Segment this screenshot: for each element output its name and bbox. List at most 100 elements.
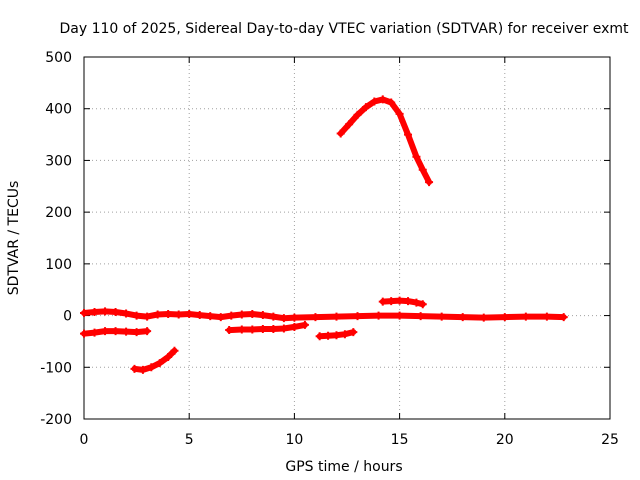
- data-point: [80, 308, 88, 317]
- data-point: [279, 314, 288, 323]
- data-point: [153, 310, 162, 319]
- y-tick-label: 0: [63, 309, 72, 325]
- data-point: [132, 328, 141, 337]
- y-tick-label: 100: [45, 257, 72, 273]
- data-point: [374, 311, 383, 320]
- data-point: [132, 311, 141, 320]
- data-point: [143, 312, 152, 321]
- data-point: [170, 346, 179, 355]
- data-point: [206, 312, 215, 321]
- data-point: [378, 297, 387, 306]
- data-point: [300, 320, 309, 329]
- data-point: [122, 309, 131, 318]
- series-track-6: [336, 95, 434, 187]
- data-point: [353, 110, 362, 119]
- x-tick-label: 10: [285, 432, 303, 448]
- y-tick-label: -100: [40, 360, 72, 376]
- data-point: [416, 312, 425, 321]
- data-point: [418, 165, 427, 174]
- data-point: [147, 363, 156, 372]
- data-point: [559, 313, 568, 322]
- data-point: [216, 313, 225, 322]
- x-axis-label: GPS time / hours: [285, 459, 402, 475]
- data-point: [370, 97, 379, 106]
- data-point: [521, 312, 530, 321]
- series-track-7: [378, 296, 427, 309]
- data-point: [290, 322, 299, 331]
- data-point: [340, 330, 349, 339]
- data-point: [101, 307, 110, 316]
- data-point: [237, 325, 246, 334]
- data-point: [279, 324, 288, 333]
- data-point: [269, 312, 278, 321]
- data-point: [80, 329, 88, 338]
- data-point: [395, 311, 404, 320]
- y-tick-label: 200: [45, 205, 72, 221]
- series-track-1: [80, 307, 568, 323]
- data-point: [90, 307, 99, 316]
- tick-marks: [83, 56, 611, 420]
- data-point: [332, 331, 341, 340]
- data-point: [479, 313, 488, 322]
- data-point: [315, 332, 324, 341]
- x-tick-label: 25: [601, 432, 619, 448]
- data-point: [237, 310, 246, 319]
- plot-frame: [83, 56, 611, 420]
- y-tick-label: -200: [40, 412, 72, 428]
- data-point: [90, 328, 99, 337]
- data-point: [345, 120, 354, 129]
- data-point: [227, 311, 236, 320]
- data-point: [336, 129, 345, 138]
- data-point: [122, 327, 131, 336]
- y-tick-label: 400: [45, 102, 72, 118]
- data-series: [80, 95, 568, 374]
- data-point: [395, 109, 404, 118]
- data-point: [378, 95, 387, 104]
- x-tick-labels: 0 5 10 15 20 25: [80, 432, 619, 448]
- data-point: [387, 297, 396, 306]
- data-point: [500, 313, 509, 322]
- y-tick-labels: -200 -100 0 100 200 300 400 500: [40, 50, 72, 428]
- chart-title: Day 110 of 2025, Sidereal Day-to-day VTE…: [60, 21, 630, 37]
- data-point: [332, 312, 341, 321]
- data-point: [138, 365, 147, 374]
- data-point: [353, 312, 362, 321]
- data-point: [418, 300, 427, 309]
- data-point: [185, 310, 194, 319]
- data-point: [164, 310, 173, 319]
- data-point: [412, 152, 421, 161]
- data-point: [143, 327, 152, 336]
- data-point: [311, 313, 320, 322]
- y-axis-label: SDTVAR / TECUs: [6, 181, 22, 296]
- data-point: [458, 313, 467, 322]
- data-point: [258, 325, 267, 334]
- data-point: [395, 296, 404, 305]
- y-tick-label: 500: [45, 50, 72, 66]
- data-point: [387, 98, 396, 107]
- data-point: [425, 178, 434, 187]
- data-point: [290, 313, 299, 322]
- data-point: [542, 312, 551, 321]
- x-tick-label: 5: [185, 432, 194, 448]
- data-point: [225, 326, 234, 335]
- x-tick-label: 15: [391, 432, 409, 448]
- data-point: [361, 103, 370, 112]
- data-point: [130, 364, 139, 373]
- data-point: [248, 310, 257, 319]
- data-point: [101, 327, 110, 336]
- data-point: [437, 312, 446, 321]
- data-point: [258, 311, 267, 320]
- series-track-2: [80, 327, 152, 338]
- data-point: [404, 297, 413, 306]
- data-point: [164, 352, 173, 361]
- data-point: [324, 331, 333, 340]
- data-point: [404, 130, 413, 139]
- data-point: [111, 327, 120, 336]
- series-track-4: [225, 320, 309, 335]
- data-point: [269, 325, 278, 334]
- x-tick-label: 0: [80, 432, 89, 448]
- series-track-5: [315, 328, 358, 341]
- series-track-3: [130, 346, 179, 374]
